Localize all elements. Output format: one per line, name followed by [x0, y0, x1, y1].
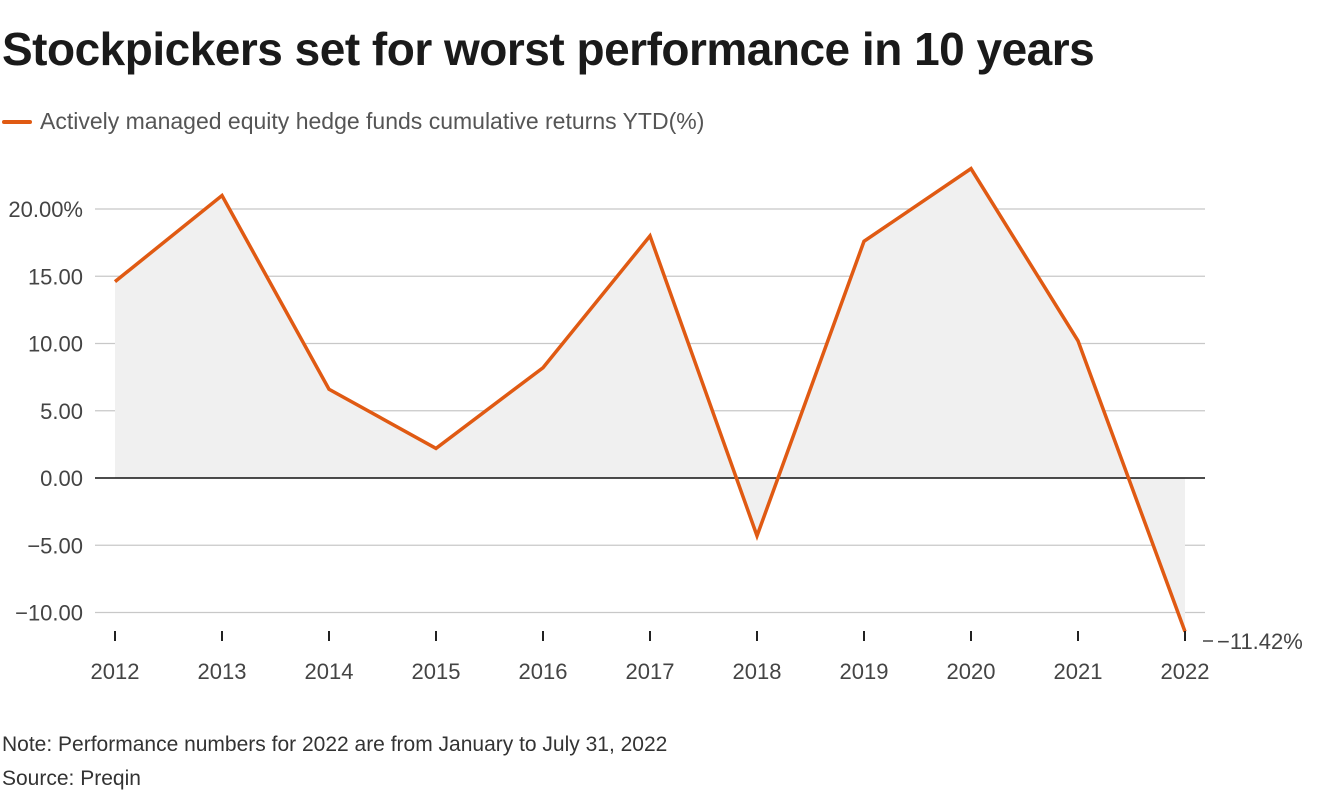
y-tick-label: −5.00: [27, 533, 83, 558]
x-tick-label: 2018: [733, 659, 782, 684]
x-tick-label: 2014: [305, 659, 354, 684]
y-tick-label: 15.00: [28, 264, 83, 289]
legend: Actively managed equity hedge funds cumu…: [2, 108, 704, 135]
x-tick-label: 2020: [947, 659, 996, 684]
y-tick-label: 10.00: [28, 332, 83, 357]
end-value-label: −11.42%: [1217, 629, 1303, 654]
x-tick-label: 2019: [840, 659, 889, 684]
y-tick-label: 5.00: [40, 399, 83, 424]
x-tick-label: 2017: [626, 659, 675, 684]
x-tick-label: 2021: [1054, 659, 1103, 684]
chart-note: Note: Performance numbers for 2022 are f…: [2, 733, 668, 756]
legend-label: Actively managed equity hedge funds cumu…: [40, 108, 705, 134]
x-tick-label: 2022: [1161, 659, 1210, 684]
x-tick-label: 2013: [198, 659, 247, 684]
legend-swatch: [2, 119, 32, 124]
x-tick-label: 2015: [412, 659, 461, 684]
y-tick-label: −10.00: [15, 601, 83, 626]
y-tick-label: 20.00%: [8, 197, 83, 222]
area-fill: [115, 168, 1185, 632]
chart-source: Source: Preqin: [2, 767, 141, 790]
chart-title: Stockpickers set for worst performance i…: [2, 23, 1095, 75]
series-line: [113, 166, 1187, 633]
y-tick-label: 0.00: [40, 466, 83, 491]
x-tick-label: 2016: [519, 659, 568, 684]
x-tick-label: 2012: [91, 659, 140, 684]
